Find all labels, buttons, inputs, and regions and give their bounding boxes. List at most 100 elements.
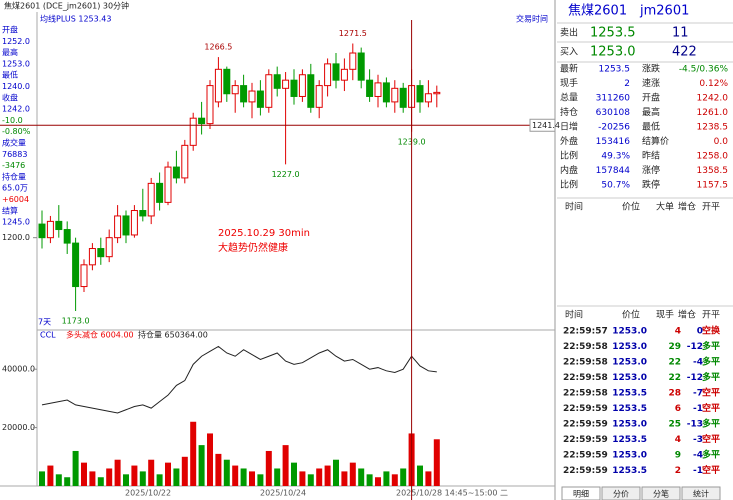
candle-body xyxy=(231,85,239,95)
trade-cell: 22:59:59 xyxy=(563,404,608,414)
trade-cell: 9 xyxy=(675,451,681,461)
volume-bar xyxy=(139,471,146,486)
trade-cell: 多平 xyxy=(702,340,720,352)
stat-label: 比例 xyxy=(560,150,578,162)
candle-body xyxy=(72,242,80,288)
volume-bar xyxy=(265,450,272,486)
trade-cell: 空平 xyxy=(702,387,720,399)
x-label: 2025/10/22 xyxy=(125,489,171,498)
stat-label: 速涨 xyxy=(642,78,660,89)
trading-time[interactable]: 交易时间 xyxy=(516,14,548,24)
tab[interactable] xyxy=(641,486,681,500)
candle-body xyxy=(374,82,382,97)
open-interest-line xyxy=(41,345,437,414)
volume-bar xyxy=(400,468,407,486)
stat-value: 1358.5 xyxy=(697,166,729,176)
side-info: 持仓量 xyxy=(2,171,26,181)
trade-cell: -12 xyxy=(687,373,703,383)
tab[interactable] xyxy=(561,486,601,500)
trade-cell: 多平 xyxy=(702,418,720,430)
tab-label[interactable]: 统计 xyxy=(693,489,709,499)
stat-label: 外盘 xyxy=(560,135,578,147)
candle-body xyxy=(349,52,357,70)
side-info: 成交量 xyxy=(2,138,26,148)
bid-label: 买入 xyxy=(560,47,578,58)
volume-bar xyxy=(181,456,188,486)
volume-bar xyxy=(223,459,230,486)
volume-bar xyxy=(341,471,348,486)
side-info: 76883 xyxy=(2,150,27,159)
crosshair-label: 1241.4 xyxy=(532,121,560,130)
candle-body xyxy=(290,79,298,97)
period: 7天 xyxy=(38,318,51,327)
stat-value: -4.5/0.36% xyxy=(679,65,729,75)
x-label: 2025/10/28 14:45~15:00 二 xyxy=(396,489,508,498)
trade-cell: 0 xyxy=(697,327,703,337)
ask-size: 11 xyxy=(672,26,689,41)
stat-label: 比例 xyxy=(560,179,578,191)
volume-bar xyxy=(358,468,365,486)
stat-value: 1242.0 xyxy=(697,94,729,104)
trade-cell: 1253.0 xyxy=(612,342,647,352)
trade-cell: 22:59:58 xyxy=(563,342,608,352)
stat-value: 1253.5 xyxy=(599,65,631,75)
trade-cell: 空平 xyxy=(702,464,720,476)
candle-body xyxy=(273,74,281,89)
trade-cell: -1 xyxy=(693,404,703,414)
tab-label[interactable]: 分价 xyxy=(613,490,629,499)
candle-body xyxy=(55,220,63,231)
stat-label: 结算价 xyxy=(642,135,669,147)
header: 增仓 xyxy=(678,309,696,321)
volume-bar xyxy=(97,477,104,486)
trade-cell: 22:59:58 xyxy=(563,389,608,399)
candle-body xyxy=(282,79,290,89)
side-info: -10.0 xyxy=(2,116,23,125)
candle-body xyxy=(433,91,441,95)
tab-label[interactable]: 明细 xyxy=(573,489,589,499)
stat-label: 昨结 xyxy=(642,150,660,162)
trade-cell: -4 xyxy=(693,358,703,368)
stat-value: 1258.0 xyxy=(697,152,729,162)
trade-cell: 多平 xyxy=(702,449,720,461)
side-info: 结算 xyxy=(2,205,18,215)
volume-bar xyxy=(291,462,297,486)
header: 开平 xyxy=(702,310,720,321)
candle-body xyxy=(265,74,273,108)
trade-cell: 2 xyxy=(675,466,681,476)
tab[interactable] xyxy=(601,486,641,500)
tab[interactable] xyxy=(681,486,721,500)
stat-value: 311260 xyxy=(596,94,631,104)
side-info: +6004 xyxy=(2,195,29,204)
trade-cell: 22 xyxy=(668,358,681,368)
trade-cell: 1253.5 xyxy=(612,404,647,414)
volume-bar xyxy=(39,471,45,486)
side-info: 65.0万 xyxy=(2,184,28,193)
candle-body xyxy=(298,74,306,97)
annotation: 2025.10.29 30min xyxy=(218,228,310,239)
trade-cell: -7 xyxy=(693,389,703,399)
sub-label: CCL xyxy=(40,331,56,340)
trade-cell: 22:59:59 xyxy=(563,420,608,430)
candle-body xyxy=(63,229,71,244)
volume-bar xyxy=(433,439,440,486)
trade-cell: 1253.5 xyxy=(612,389,647,399)
trade-cell: 22:59:57 xyxy=(563,327,608,337)
candle-body xyxy=(80,264,88,288)
candle-body xyxy=(223,68,231,95)
candle-body xyxy=(416,85,424,103)
y-tick-label: 20000.0 xyxy=(2,423,35,432)
candle-body xyxy=(315,85,323,108)
header: 时间 xyxy=(565,309,583,321)
candle-body xyxy=(172,166,180,179)
crosshair-box xyxy=(529,118,556,132)
stat-value: 0.0 xyxy=(714,137,729,147)
header: 价位 xyxy=(622,309,640,321)
trade-cell: 1253.0 xyxy=(612,373,647,383)
side-info: 1240.0 xyxy=(2,82,30,91)
high-label: 1271.5 xyxy=(339,29,367,38)
candle-body xyxy=(214,68,222,103)
trade-cell: -13 xyxy=(687,420,703,430)
volume-bar xyxy=(349,462,356,486)
tab-label[interactable]: 分笔 xyxy=(653,489,669,499)
volume-bar xyxy=(391,474,398,486)
